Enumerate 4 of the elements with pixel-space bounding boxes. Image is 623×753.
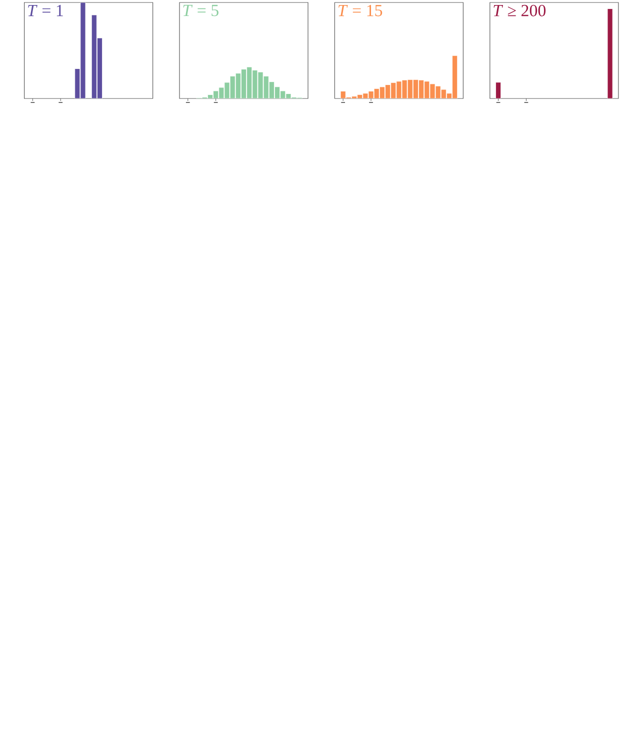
chart-title: T = 5 (183, 4, 218, 16)
chart-title: T ≥ 200 (494, 4, 546, 16)
chart-title: T = 1 (28, 4, 63, 16)
chart-title: T = 15 (338, 4, 382, 16)
